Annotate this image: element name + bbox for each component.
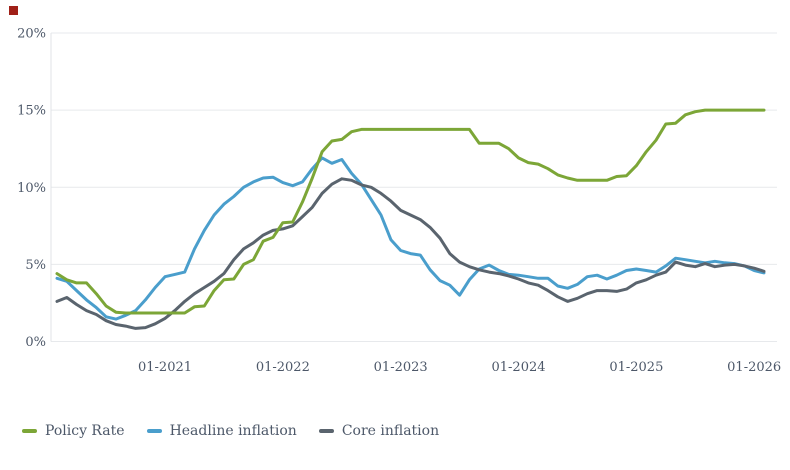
core-inflation-line-swatch: [318, 429, 334, 433]
x-axis-tick-label: 01-2023: [374, 360, 428, 375]
x-axis-tick-label: 01-2024: [491, 360, 545, 375]
chart-legend: Policy Rate Headline inflation Core infl…: [22, 424, 439, 438]
y-axis-tick-label: 20%: [17, 27, 46, 42]
x-axis-tick-label: 01-2021: [138, 360, 192, 375]
headline-inflation-line-swatch: [146, 429, 162, 433]
legend-label: Core inflation: [341, 423, 440, 439]
series-line-core-inflation: [55, 177, 766, 330]
legend-item-policy-rate: Policy Rate: [22, 424, 125, 438]
series-line-policy-rate: [55, 108, 766, 315]
y-axis-tick-label: 0%: [25, 335, 46, 350]
y-axis-tick-label: 5%: [25, 258, 46, 273]
brand-logo-square: [9, 6, 18, 15]
y-axis-tick-label: 10%: [17, 181, 46, 196]
series-line-headline-inflation: [55, 156, 766, 321]
y-axis-tick-label: 15%: [17, 104, 46, 119]
x-axis-tick-label: 01-2026: [727, 360, 781, 375]
policy-rate-line-swatch: [22, 429, 37, 433]
legend-label: Policy Rate: [45, 423, 125, 439]
legend-item-headline-inflation: Headline inflation: [146, 423, 297, 439]
x-axis-tick-label: 01-2022: [256, 360, 310, 375]
x-axis-tick-label: 01-2025: [609, 360, 663, 375]
legend-label: Headline inflation: [169, 423, 297, 439]
legend-item-core-inflation: Core inflation: [318, 423, 440, 439]
